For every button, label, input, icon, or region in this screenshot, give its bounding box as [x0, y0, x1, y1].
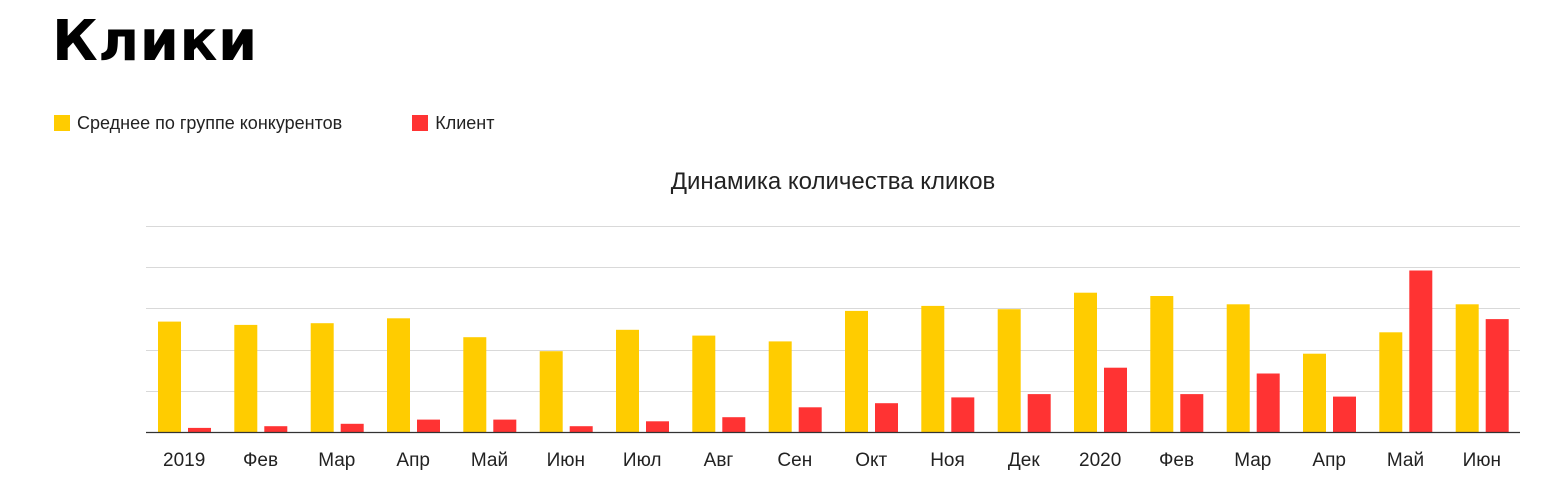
x-tick-label: Апр	[396, 450, 430, 471]
bar-client-3[interactable]	[417, 419, 440, 432]
bar-competitors-8[interactable]	[768, 341, 792, 432]
bar-client-15[interactable]	[1333, 396, 1356, 432]
bar-competitors-13[interactable]	[1150, 296, 1174, 432]
bar-client-4[interactable]	[493, 419, 517, 432]
bar-client-1[interactable]	[264, 426, 288, 432]
bar-competitors-16[interactable]	[1379, 332, 1403, 432]
x-tick-label: Июл	[623, 450, 662, 471]
legend-label-client: Клиент	[435, 112, 495, 133]
bar-client-11[interactable]	[1027, 394, 1051, 432]
bar-competitors-5[interactable]	[539, 351, 563, 432]
legend-item-competitors[interactable]: Среднее по группе конкурентов	[54, 113, 342, 134]
bar-client-0[interactable]	[188, 427, 211, 432]
bar-client-6[interactable]	[646, 421, 669, 432]
bar-client-17[interactable]	[1485, 319, 1509, 432]
bar-competitors-1[interactable]	[234, 324, 258, 432]
bar-competitors-2[interactable]	[310, 323, 334, 432]
bar-competitors-6[interactable]	[616, 329, 639, 432]
bar-competitors-3[interactable]	[387, 318, 410, 432]
bar-client-9[interactable]	[875, 403, 898, 432]
x-tick-label: Мар	[1234, 450, 1271, 471]
x-tick-label: Сен	[777, 450, 812, 471]
legend-swatch-competitors	[54, 115, 70, 131]
bar-competitors-12[interactable]	[1074, 292, 1097, 432]
chart-title: Динамика количества кликов	[670, 168, 996, 195]
bar-competitors-17[interactable]	[1455, 304, 1479, 432]
bar-client-8[interactable]	[798, 407, 822, 432]
x-tick-label: Ноя	[930, 450, 965, 471]
bar-competitors-0[interactable]	[158, 321, 181, 432]
bar-competitors-10[interactable]	[921, 305, 945, 432]
x-tick-label: Июн	[547, 450, 585, 471]
bar-client-7[interactable]	[722, 417, 746, 432]
bar-competitors-11[interactable]	[997, 309, 1021, 432]
page-title: Клики	[52, 9, 258, 74]
legend-swatch-client	[412, 115, 429, 131]
bar-competitors-9[interactable]	[845, 310, 868, 432]
x-tick-label: Фев	[243, 450, 278, 471]
bar-competitors-14[interactable]	[1226, 304, 1250, 432]
bar-competitors-4[interactable]	[463, 337, 487, 432]
x-tick-label: Фев	[1159, 450, 1194, 471]
bar-client-2[interactable]	[340, 423, 364, 432]
x-tick-label: Июн	[1463, 450, 1501, 471]
x-tick-label: Апр	[1312, 450, 1346, 471]
x-tick-label: Окт	[855, 450, 887, 471]
bar-competitors-7[interactable]	[692, 335, 716, 432]
bar-client-14[interactable]	[1256, 373, 1280, 433]
legend-item-client[interactable]: Клиент	[412, 113, 494, 134]
x-tick-label: 2019	[163, 450, 205, 471]
chart-legend: Среднее по группе конкурентов Клиент	[54, 110, 564, 136]
x-tick-label: Дек	[1008, 450, 1040, 471]
bar-client-12[interactable]	[1104, 367, 1127, 432]
x-tick-label: Май	[1387, 450, 1424, 471]
legend-label-competitors: Среднее по группе конкурентов	[77, 112, 343, 133]
bar-client-10[interactable]	[951, 397, 975, 432]
bar-client-5[interactable]	[569, 426, 593, 432]
bar-client-13[interactable]	[1180, 394, 1204, 432]
x-tick-label: Май	[471, 450, 508, 471]
x-tick-label: Авг	[704, 450, 734, 471]
bar-client-16[interactable]	[1409, 270, 1433, 433]
x-tick-label: 2020	[1079, 450, 1121, 471]
bar-competitors-15[interactable]	[1303, 353, 1326, 432]
x-tick-label: Мар	[318, 450, 355, 471]
